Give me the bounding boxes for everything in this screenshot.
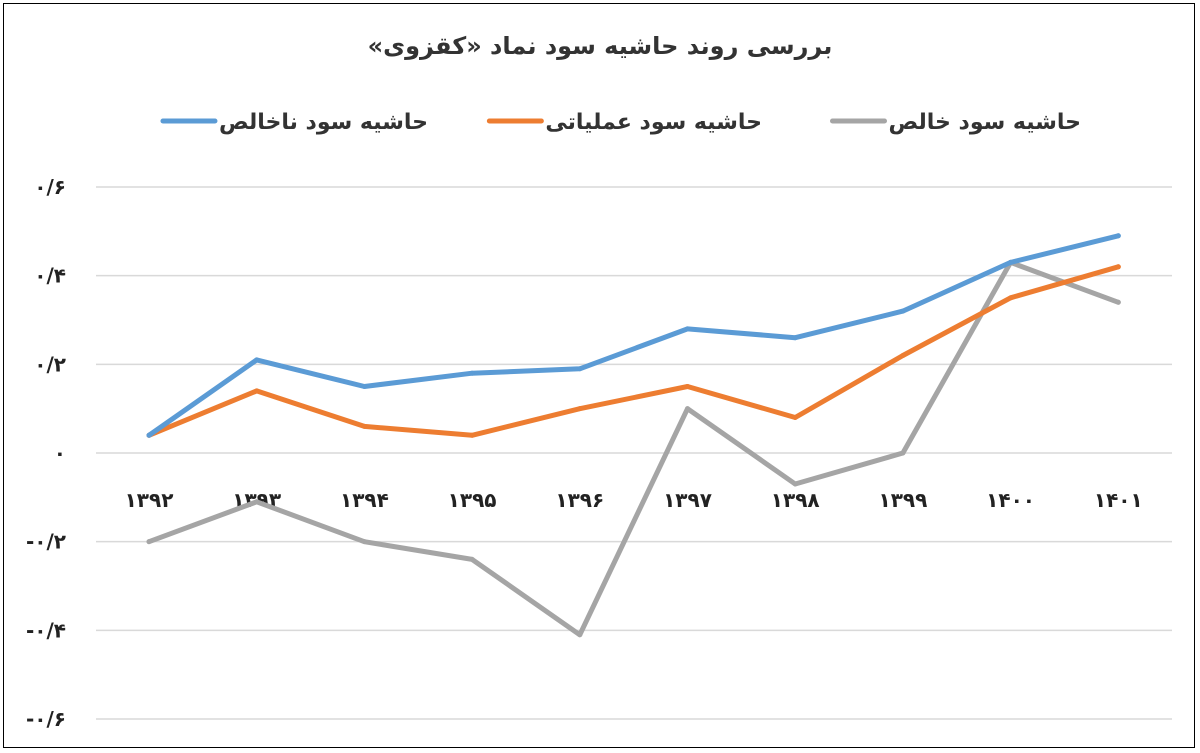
data-point xyxy=(1115,233,1121,239)
x-tick-label: ۱۳۹۹ xyxy=(878,488,927,512)
series-line xyxy=(146,259,1121,638)
legend-label: حاشیه سود عملیاتی xyxy=(545,110,762,135)
series-line xyxy=(146,233,1121,438)
x-tick-label: ۱۳۹۶ xyxy=(555,488,604,512)
x-tick-label: ۱۴۰۱ xyxy=(1094,488,1143,512)
data-point xyxy=(1115,264,1121,270)
x-tick-label: ۱۳۹۴ xyxy=(340,488,389,512)
data-point xyxy=(254,499,260,505)
chart-title: بررسی روند حاشیه سود نماد «کقزوی» xyxy=(368,32,833,60)
data-point xyxy=(361,423,367,429)
data-point xyxy=(577,632,583,638)
data-point xyxy=(469,556,475,562)
series-lines xyxy=(146,233,1121,638)
data-point xyxy=(146,432,152,438)
y-tick-label: -۰/۶ xyxy=(26,707,66,731)
data-point xyxy=(900,352,906,358)
legend-label: حاشیه سود خالص xyxy=(889,110,1082,135)
data-point xyxy=(792,415,798,421)
data-point xyxy=(361,539,367,545)
chart-frame: بررسی روند حاشیه سود نماد «کقزوی» حاشیه … xyxy=(3,3,1195,748)
x-tick-label: ۱۳۹۵ xyxy=(448,488,497,512)
data-point xyxy=(469,432,475,438)
data-point xyxy=(900,450,906,456)
data-point xyxy=(577,406,583,412)
x-tick-label: ۱۳۹۸ xyxy=(771,488,820,512)
line-chart: بررسی روند حاشیه سود نماد «کقزوی» حاشیه … xyxy=(26,32,1172,731)
data-point xyxy=(1008,259,1014,265)
x-tick-label: ۱۳۹۷ xyxy=(663,488,712,512)
y-tick-label: ۰/۴ xyxy=(34,264,66,288)
data-point xyxy=(685,384,690,389)
data-point xyxy=(792,335,798,341)
legend: حاشیه سود ناخالص حاشیه سود عملیاتی حاشیه س… xyxy=(160,110,1082,135)
x-tick-label: ۱۳۹۲ xyxy=(125,488,174,512)
y-tick-label: -۰/۴ xyxy=(26,618,66,642)
data-point xyxy=(469,370,475,376)
y-tick-label: ۰/۲ xyxy=(34,352,66,376)
data-point xyxy=(361,384,367,389)
y-tick-label: ۰ xyxy=(54,441,66,465)
y-axis-ticks: ۰/۶ ۰/۴ ۰/۲ ۰ -۰/۲ -۰/۴ -۰/۶ xyxy=(26,175,66,731)
legend-label: حاشیه سود ناخالص xyxy=(219,110,428,135)
y-tick-label: -۰/۲ xyxy=(26,530,66,554)
y-tick-label: ۰/۶ xyxy=(34,175,66,199)
data-point xyxy=(1008,295,1014,301)
x-tick-label: ۱۴۰۰ xyxy=(986,488,1035,512)
data-point xyxy=(1115,299,1121,305)
data-point xyxy=(254,388,260,394)
data-point xyxy=(146,539,152,545)
series-line xyxy=(146,264,1121,438)
data-point xyxy=(900,308,906,314)
data-point xyxy=(685,326,690,332)
data-point xyxy=(792,481,798,487)
data-point xyxy=(685,406,690,412)
data-point xyxy=(577,366,583,372)
data-point xyxy=(254,357,260,363)
